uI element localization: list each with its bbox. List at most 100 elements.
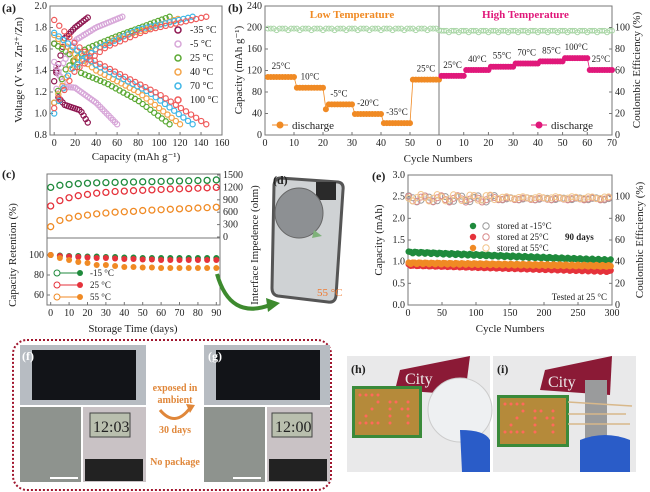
data-point-a-discharge (143, 87, 150, 95)
x-tick-a: 60 (112, 138, 122, 149)
impedance-point-c (175, 205, 184, 213)
impedance-point-c (111, 178, 119, 187)
film-g (216, 350, 320, 400)
impedance-point-c (194, 204, 202, 212)
led-light (515, 402, 519, 406)
led-light (521, 430, 525, 434)
impedance-point-c (139, 178, 147, 186)
retention-point-c (204, 265, 211, 271)
retention-tick-c: 80 (34, 270, 44, 281)
step-label-b: 55°C (493, 51, 512, 61)
legend-label-b: discharge (292, 120, 334, 132)
y2-tick-e: 40 (615, 257, 625, 268)
step-label-b: 10°C (301, 72, 320, 82)
impedance-tick-c: 900 (223, 195, 238, 206)
impedance-point-c (203, 184, 211, 192)
led-light (533, 416, 537, 420)
ce-point-b (320, 27, 326, 34)
data-point-a-discharge (56, 22, 63, 29)
impedance-point-c (56, 196, 64, 205)
ce-point-e (519, 193, 527, 201)
y-tick-b: 240 (247, 1, 262, 12)
ce-point-e (601, 193, 609, 201)
retention-point-c (93, 262, 100, 268)
ce-point-b (354, 27, 361, 34)
data-point-a-discharge (142, 83, 149, 91)
data-point-a-charge (54, 87, 62, 95)
ce-point-e (576, 195, 584, 203)
panel-f-label: (f) (22, 349, 34, 363)
data-point-a-discharge (111, 68, 119, 75)
ce-point-b (410, 25, 416, 32)
impedance-tick-c: 300 (223, 220, 238, 231)
plot-area-c (46, 173, 221, 306)
flexible-battery-h (427, 377, 493, 443)
retention-point-c (66, 257, 73, 263)
data-point-a-discharge (66, 33, 73, 41)
impedance-point-c (47, 223, 55, 231)
step-label-b: 25°C (272, 61, 291, 71)
x-tick-a: 0 (52, 138, 57, 149)
step-label-b: 25°C (443, 60, 462, 70)
ce-point-e (441, 197, 449, 205)
sem-g (204, 407, 265, 482)
impedance-point-c (157, 206, 165, 214)
discharge-point-b (609, 66, 615, 73)
ce-point-b (279, 25, 286, 32)
retention-point-c (176, 265, 183, 271)
impedance-point-c (47, 202, 55, 210)
legend-marker-b (535, 121, 543, 129)
ce-point-e (531, 194, 539, 202)
x-tick-b: 0 (263, 138, 268, 149)
data-point-a-discharge (187, 111, 195, 118)
y2-axis-label-e: Coulombic Efficiency (%) (634, 181, 646, 298)
led-light (394, 400, 398, 404)
data-point-a-charge (116, 38, 124, 45)
panel-i-label: (i) (497, 362, 508, 376)
y-tick-a: 1.0 (35, 109, 48, 120)
impedance-point-c (194, 176, 202, 185)
x-tick-e: 150 (503, 308, 518, 319)
led-light (509, 402, 513, 406)
data-point-a-discharge (64, 40, 72, 47)
x-axis-label-a: Capacity (mAh g⁻¹) (92, 151, 181, 163)
impedance-point-c (93, 210, 101, 218)
data-point-a-discharge (176, 121, 184, 128)
ce-point-e (437, 193, 445, 201)
retention-point-c (167, 257, 174, 263)
y-axis-label-e: Capacity (mAh) (373, 204, 385, 276)
ce-point-e (568, 193, 576, 201)
led-light (533, 423, 537, 427)
no-package-text: No package (150, 457, 200, 468)
ce-point-b (433, 25, 440, 32)
x-tick-b: 40 (376, 138, 386, 149)
ce-point-b (375, 25, 382, 32)
legend-marker-a (174, 40, 182, 48)
ce-point-e (454, 192, 462, 200)
x-tick-b: 50 (405, 138, 415, 149)
led-light (551, 416, 555, 420)
ce-point-b (299, 25, 306, 32)
led-light (370, 421, 374, 425)
data-point-a-charge (50, 104, 58, 112)
ce-point-e (592, 195, 600, 203)
led-light (376, 421, 380, 425)
dotted-box (12, 339, 332, 491)
ce-point-b (490, 27, 497, 34)
y2-axis-label-c: Interface Impedence (ohm) (249, 185, 261, 305)
data-point-a-discharge (85, 72, 93, 80)
led-light (515, 416, 519, 420)
ce-point-b (291, 25, 297, 32)
led-light (358, 421, 362, 425)
data-point-a-discharge (147, 98, 154, 105)
ce-point-b (325, 25, 332, 32)
ce-point-b (265, 25, 271, 32)
retention-point-c (75, 254, 82, 260)
y-tick-e: 0.0 (393, 300, 406, 311)
legend-filled-marker-e (469, 222, 477, 230)
y-tick-b: 120 (247, 66, 262, 77)
impedance-point-c (56, 216, 64, 225)
led-light (503, 430, 507, 434)
sem-f (20, 407, 81, 482)
